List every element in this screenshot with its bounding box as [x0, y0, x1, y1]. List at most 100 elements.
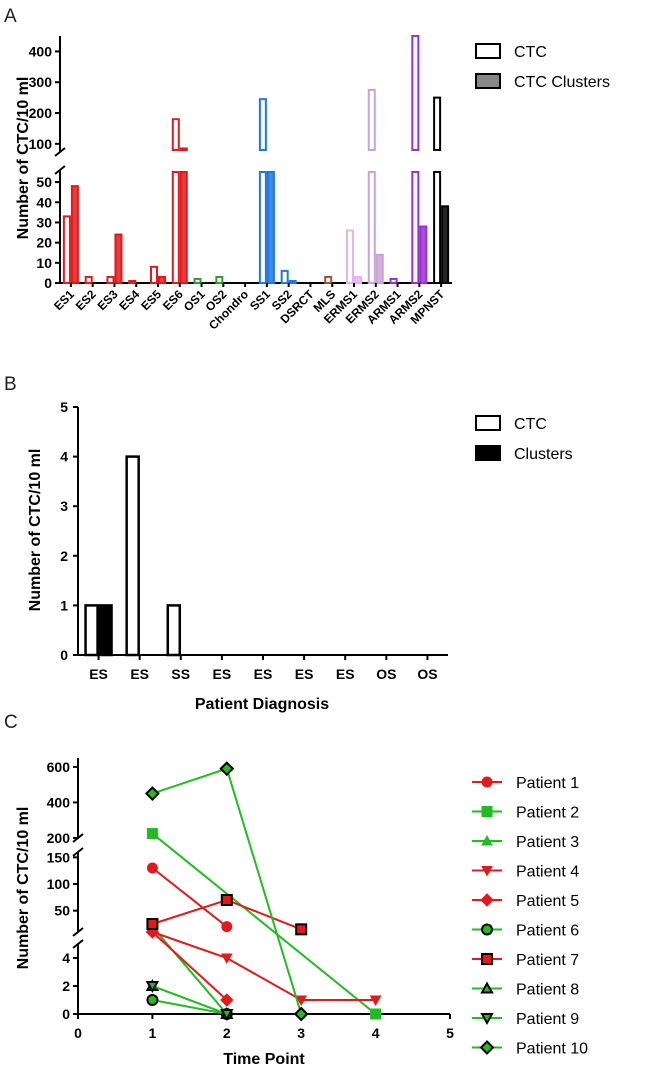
panel-b-legend-label-ctc: CTC: [514, 416, 547, 433]
panel-b-legend-label-clusters: Clusters: [514, 446, 573, 463]
panel-a-y-axis-title: Number of CTC/10 ml: [15, 77, 32, 240]
panel-a-ctc-bar: [346, 229, 354, 284]
panel-a-legend-swatch-ctc: [475, 43, 501, 59]
panel-c-legend-marker: [480, 893, 494, 907]
panel-c-legend-marker: [481, 834, 493, 846]
panel-b-category-label: ES: [213, 666, 232, 682]
panel-c-y-axis-title: Number of CTC/10 ml: [15, 807, 32, 970]
panel-c-x-tick-label: 3: [297, 1025, 305, 1041]
panel-c-data-point: [369, 995, 382, 1007]
panel-c-legend-marker: [480, 981, 494, 994]
panel-c-data-point: [220, 894, 233, 906]
panel-a-ctc-bar: [171, 171, 180, 284]
panel-a-cluster-bar: [70, 185, 79, 284]
panel-a-cluster-bar: [179, 147, 188, 151]
panel-a-cluster-bar: [375, 253, 384, 284]
panel-c-series-line: [151, 926, 228, 1015]
panel-a-y-tick-label: 20: [36, 235, 52, 251]
panel-a-ctc-bar: [258, 171, 267, 284]
panel-a-legend-label-ctc: CTC: [514, 44, 547, 61]
panel-a-y-tick-label: 50: [36, 174, 52, 190]
panel-c-data-point: [370, 1008, 382, 1020]
panel-b-category-label: SS: [171, 666, 190, 682]
panel-a-cluster-bar: [114, 233, 123, 284]
panel-b-category-label: ES: [254, 666, 273, 682]
panel-b-y-tick-label: 0: [60, 647, 68, 663]
panel-a-category-label: ES2: [73, 287, 99, 313]
panel-a-cluster-bar: [419, 225, 428, 284]
panel-c-legend-marker: [481, 776, 493, 788]
panel-c-y-tick-label: 150: [47, 849, 71, 865]
panel-a-axis-break: [54, 147, 66, 157]
panel-c-y-tick-label: 600: [47, 759, 71, 775]
panel-b-ctc-bar: [166, 604, 182, 657]
panel-c-legend-marker: [481, 953, 493, 965]
panel-c-x-tick-label: 5: [446, 1025, 454, 1041]
panel-b-ctc-bar: [84, 604, 99, 657]
panel-b-category-label: ES: [295, 666, 314, 682]
panel-a-cluster-bar: [354, 275, 362, 285]
panel-b-legend-swatch-clusters: [475, 445, 501, 461]
panel-a-ctc-bar: [128, 279, 137, 284]
panel-b-y-tick-label: 2: [60, 548, 68, 564]
panel-c-data-point: [144, 786, 160, 801]
panel-c-x-tick-label: 1: [149, 1025, 157, 1041]
panel-a-cluster-bar: [441, 205, 450, 285]
panel-c-data-point: [146, 994, 159, 1006]
panel-a-y-tick-label: 200: [29, 105, 53, 121]
panel-c-x-tick-label: 0: [74, 1025, 82, 1041]
panel-a-category-label: ES1: [51, 287, 77, 313]
panel-c-data-point: [220, 1009, 234, 1022]
panel-c-legend-label: Patient 3: [516, 834, 579, 851]
panel-c-series-line: [151, 867, 228, 928]
panel-b-y-axis-title: Number of CTC/10 ml: [27, 449, 44, 612]
panel-a-ctc-bar: [280, 269, 289, 284]
panel-a-ctc-bar: [324, 275, 333, 285]
panel-c-series-line: [152, 767, 303, 1015]
panel-c-series-line: [152, 931, 376, 1001]
panel-b-y-tick-label: 3: [60, 498, 68, 514]
panel-c-legend-marker: [479, 1040, 495, 1055]
panel-a-ctc-bar: [193, 277, 202, 284]
panel-c-y-tick-label: 0: [62, 1006, 70, 1022]
panel-label-c: C: [4, 712, 18, 733]
panel-c-axis-break: [72, 939, 84, 949]
panel-a-chart: Number of CTC/10 ml 0 10 20 30 40 50 100 200 300…: [15, 35, 610, 332]
panel-c-data-point: [221, 921, 233, 933]
panel-a-y-tick-label: 400: [29, 43, 53, 59]
panel-a-ctc-bar: [411, 171, 420, 284]
panel-a-category-label: ES6: [160, 287, 186, 313]
panel-a-y-tick-label: 0: [44, 275, 52, 291]
panel-c-legend-label: Patient 8: [516, 982, 579, 999]
panel-a-ctc-bar: [84, 275, 93, 285]
panel-label-a: A: [4, 6, 17, 27]
panel-c-data-point: [146, 918, 159, 930]
panel-a-y-tick-label: 10: [36, 255, 52, 271]
panel-c-data-point: [220, 953, 233, 965]
panel-a-ctc-bar: [258, 98, 267, 151]
panel-a-category-label: OS1: [181, 287, 208, 314]
panel-c-y-tick-label: 200: [47, 830, 71, 846]
panel-a-ctc-bar: [62, 215, 71, 284]
panel-a-ctc-bar: [367, 88, 376, 152]
panel-a-y-tick-label: 300: [29, 74, 53, 90]
panel-b-y-tick-label: 1: [60, 597, 68, 613]
panel-c-y-tick-label: 400: [47, 794, 71, 810]
panel-a-category-label: ES3: [95, 287, 121, 313]
panel-c-legend-marker: [481, 923, 493, 936]
panel-a-ctc-bar: [433, 171, 442, 284]
panel-b-cluster-bar: [98, 604, 113, 657]
panel-c-series-line: [152, 999, 227, 1015]
panel-c-legend-marker: [481, 866, 493, 877]
panel-b-category-label: ES: [336, 666, 355, 682]
panel-a-cluster-bar: [158, 275, 166, 285]
panel-c-y-tick-label: 2: [62, 978, 70, 994]
panel-c-data-point: [220, 993, 234, 1007]
panel-c-legend-label: Patient 5: [516, 893, 579, 910]
panel-a-axis-break: [54, 165, 66, 175]
panel-b-category-label: ES: [89, 666, 108, 682]
panel-c-axis-break: [72, 847, 84, 857]
panel-c-legend-label: Patient 2: [516, 805, 579, 822]
panel-a-ctc-bar: [433, 96, 442, 151]
panel-a-y-tick-label: 40: [36, 194, 52, 210]
